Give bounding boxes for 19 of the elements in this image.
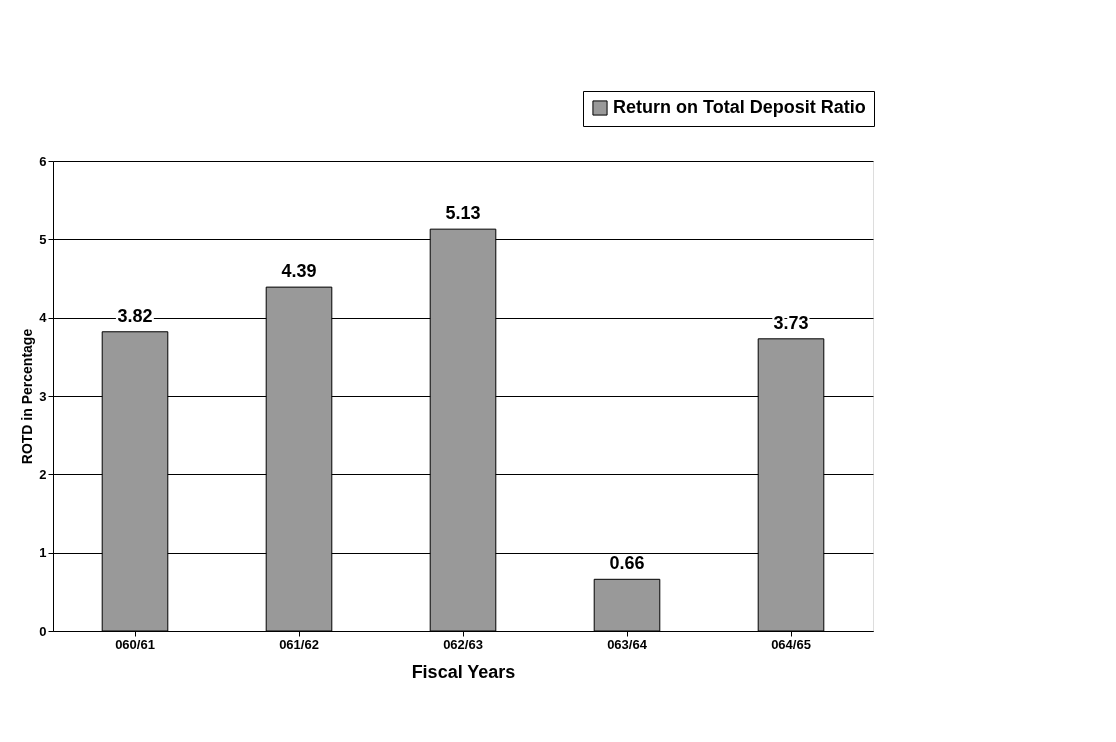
y-tick-label: 4 xyxy=(39,310,48,326)
x-tick-label: 063/64 xyxy=(607,636,648,652)
x-tick-label: 064/65 xyxy=(771,636,811,652)
data-label: 0.66 xyxy=(609,553,645,574)
data-label: 5.13 xyxy=(445,203,481,224)
y-tick-label: 3 xyxy=(39,388,47,404)
y-tick-label: 0 xyxy=(39,623,47,639)
legend-label: Return on Total Deposit Ratio xyxy=(613,97,866,117)
y-tick-label: 5 xyxy=(39,231,47,247)
x-tick-label: 060/61 xyxy=(115,636,155,652)
x-tick-label: 061/62 xyxy=(279,636,319,652)
y-tick-label: 1 xyxy=(39,545,47,561)
y-tick-label: 6 xyxy=(39,153,47,169)
data-label: 4.39 xyxy=(281,261,317,282)
x-tick-label: 062/63 xyxy=(443,636,483,652)
y-tick-label: 2 xyxy=(39,466,47,482)
x-axis-title: Fiscal Years xyxy=(411,661,516,682)
y-axis-title: ROTD in Percentage xyxy=(19,328,36,465)
data-label: 3.73 xyxy=(773,312,809,333)
